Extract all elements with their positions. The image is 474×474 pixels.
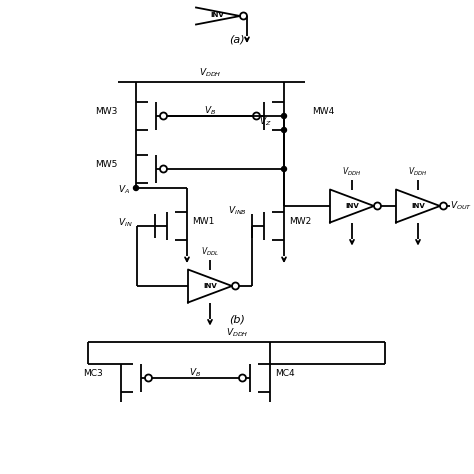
Text: MW4: MW4	[312, 107, 334, 116]
Circle shape	[282, 166, 286, 172]
Text: MW1: MW1	[192, 217, 214, 226]
Text: $V_{DDH}$: $V_{DDH}$	[408, 165, 428, 177]
Text: $V_{IN}$: $V_{IN}$	[118, 217, 133, 229]
Text: (a): (a)	[229, 34, 245, 44]
Text: (b): (b)	[229, 314, 245, 324]
Circle shape	[282, 128, 286, 133]
Text: $V_{DDL}$: $V_{DDL}$	[201, 245, 219, 257]
Text: MC3: MC3	[83, 368, 103, 377]
Text: $V_{DDH}$: $V_{DDH}$	[199, 67, 221, 79]
Text: INV: INV	[411, 203, 425, 209]
Text: MW2: MW2	[289, 217, 311, 226]
Circle shape	[282, 113, 286, 118]
Text: MW3: MW3	[96, 107, 118, 116]
Text: $V_Z$: $V_Z$	[259, 116, 272, 128]
Text: $V_{INB}$: $V_{INB}$	[228, 205, 247, 217]
Text: INV: INV	[210, 12, 224, 18]
Text: MW5: MW5	[96, 159, 118, 168]
Text: $V_{DDH}$: $V_{DDH}$	[226, 327, 248, 339]
Text: INV: INV	[345, 203, 359, 209]
Text: $V_{OUT}$: $V_{OUT}$	[450, 200, 472, 212]
Text: $V_{DDH}$: $V_{DDH}$	[342, 165, 362, 177]
Text: $V_B$: $V_B$	[189, 367, 201, 379]
Text: MC4: MC4	[275, 368, 295, 377]
Text: $V_A$: $V_A$	[118, 184, 130, 196]
Circle shape	[134, 185, 138, 191]
Text: INV: INV	[203, 283, 217, 289]
Text: $V_B$: $V_B$	[204, 105, 216, 117]
